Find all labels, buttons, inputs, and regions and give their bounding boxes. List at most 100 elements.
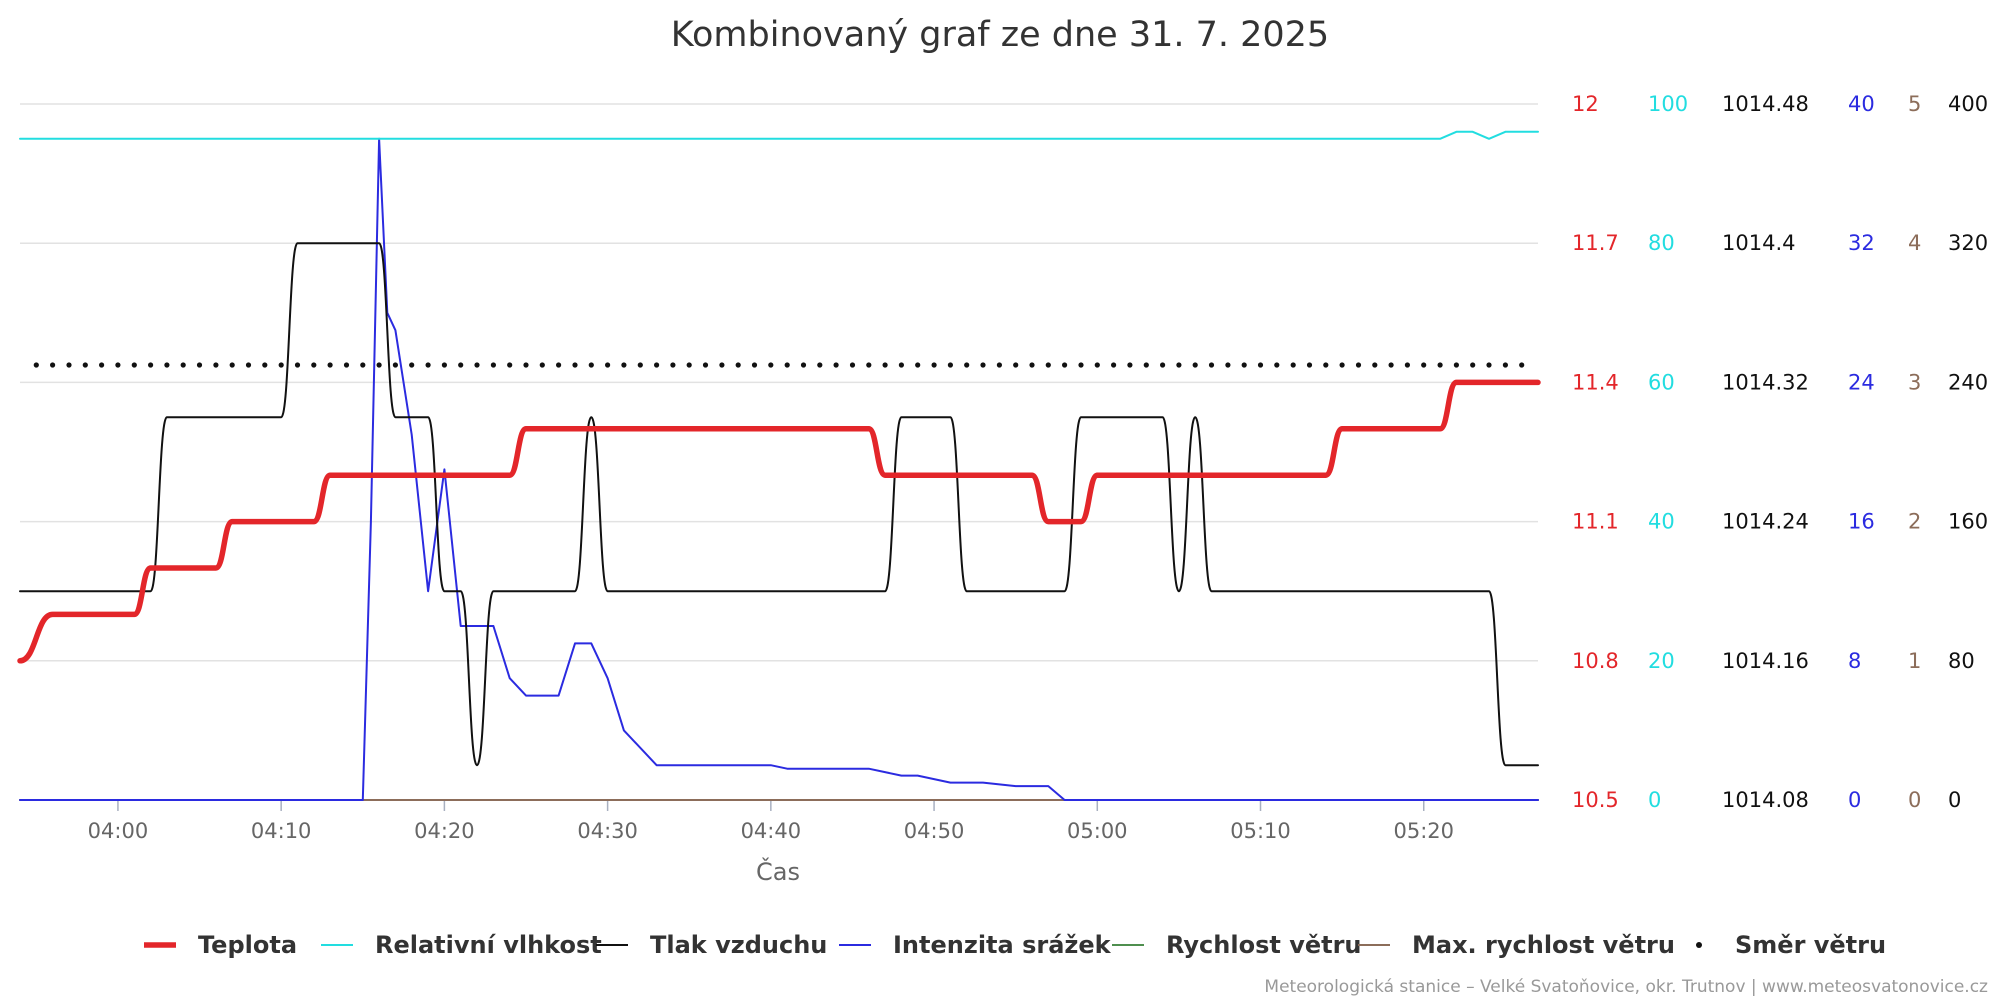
wind-direction-point — [1029, 362, 1035, 368]
wind-direction-point — [1502, 362, 1508, 368]
y-axes: 10.510.811.111.411.7120204060801001014.0… — [1572, 92, 1988, 812]
legend-item[interactable]: Rychlost větru — [1112, 931, 1362, 959]
wind-direction-point — [605, 362, 611, 368]
y-tick-label-pressure: 1014.24 — [1722, 510, 1809, 534]
series-line-relativni-vlhkost — [19, 130, 1539, 140]
wind-direction-point — [784, 362, 790, 368]
credits: Meteorologická stanice – Velké Svatoňovi… — [1264, 977, 1988, 997]
wind-direction-point — [1486, 362, 1492, 368]
wind-direction-point — [1176, 362, 1182, 368]
wind-direction-point — [654, 362, 660, 368]
wind-direction-point — [180, 362, 186, 368]
wind-direction-point — [392, 362, 398, 368]
y-tick-label-humidity: 20 — [1648, 649, 1675, 673]
legend-item[interactable]: Intenzita srážek — [839, 931, 1112, 959]
wind-direction-point — [278, 362, 284, 368]
wind-direction-point — [980, 362, 986, 368]
wind-direction-point — [1062, 362, 1068, 368]
y-tick-label-rain: 24 — [1848, 370, 1875, 394]
wind-direction-point — [523, 362, 529, 368]
y-tick-label-temperature: 11.1 — [1572, 510, 1619, 534]
wind-direction-point — [213, 362, 219, 368]
wind-direction-point — [1290, 362, 1296, 368]
legend-label: Rychlost větru — [1166, 931, 1362, 959]
legend-item[interactable]: Relativní vlhkost — [321, 931, 602, 959]
y-tick-label-wind: 5 — [1908, 92, 1921, 116]
wind-direction-point — [229, 362, 235, 368]
legend-label: Max. rychlost větru — [1412, 931, 1675, 959]
wind-direction-point — [866, 362, 872, 368]
wind-direction-point — [311, 362, 317, 368]
y-tick-label-wind: 2 — [1908, 510, 1921, 534]
y-tick-label-wind: 0 — [1908, 788, 1921, 812]
wind-direction-point — [1094, 362, 1100, 368]
y-tick-label-pressure: 1014.4 — [1722, 231, 1795, 255]
x-tick-label: 04:00 — [88, 819, 149, 843]
wind-direction-point — [556, 362, 562, 368]
wind-direction-point — [588, 362, 594, 368]
legend-label: Intenzita srážek — [893, 931, 1112, 959]
wind-direction-point — [1339, 362, 1345, 368]
wind-direction-point — [1045, 362, 1051, 368]
y-tick-label-direction: 0 — [1948, 788, 1961, 812]
wind-direction-point — [964, 362, 970, 368]
series-wind-direction — [33, 362, 1525, 368]
legend-item[interactable]: Max. rychlost větru — [1358, 931, 1675, 959]
wind-direction-point — [1519, 362, 1525, 368]
y-tick-label-direction: 160 — [1948, 510, 1988, 534]
x-axis-label: Čas — [756, 856, 800, 886]
wind-direction-point — [1372, 362, 1378, 368]
wind-direction-point — [751, 362, 758, 368]
wind-direction-point — [409, 362, 415, 368]
wind-direction-point — [539, 362, 545, 368]
legend-item[interactable]: Směr větru — [1696, 931, 1886, 959]
wind-direction-point — [1274, 362, 1280, 368]
wind-direction-point — [507, 362, 513, 368]
y-tick-label-direction: 320 — [1948, 231, 1988, 255]
wind-direction-point — [1192, 362, 1198, 368]
chart-title: Kombinovaný graf ze dne 31. 7. 2025 — [671, 15, 1329, 55]
y-tick-label-pressure: 1014.16 — [1722, 649, 1809, 673]
y-tick-label-rain: 16 — [1848, 510, 1875, 534]
wind-direction-point — [1453, 362, 1459, 368]
x-tick-label: 05:00 — [1067, 819, 1128, 843]
wind-direction-point — [1013, 362, 1019, 368]
wind-direction-point — [1143, 362, 1149, 368]
wind-direction-point — [245, 362, 252, 368]
wind-direction-point — [115, 362, 121, 368]
wind-direction-point — [1127, 362, 1133, 368]
y-tick-label-humidity: 60 — [1648, 370, 1675, 394]
wind-direction-point — [343, 362, 350, 368]
legend-item[interactable]: Teplota — [144, 931, 297, 959]
legend-label: Tlak vzduchu — [650, 931, 827, 959]
wind-direction-point — [1404, 362, 1410, 368]
wind-direction-point — [947, 362, 954, 368]
y-tick-label-temperature: 11.4 — [1572, 370, 1619, 394]
wind-direction-point — [164, 362, 170, 368]
y-tick-label-wind: 4 — [1908, 231, 1921, 255]
wind-direction-point — [817, 362, 823, 368]
x-tick-label: 04:50 — [904, 819, 965, 843]
y-tick-label-wind: 1 — [1908, 649, 1921, 673]
grid-lines — [20, 103, 1538, 801]
y-tick-label-direction: 80 — [1948, 649, 1975, 673]
wind-direction-point — [262, 362, 268, 368]
wind-direction-point — [1225, 362, 1231, 368]
wind-direction-point — [996, 362, 1003, 368]
y-tick-label-humidity: 0 — [1648, 788, 1661, 812]
series-line-tlak-vzduchu — [19, 242, 1539, 767]
legend: Teplota Relativní vlhkost Tlak vzduchu Inte… — [144, 931, 1886, 959]
x-tick-label: 04:20 — [414, 819, 475, 843]
y-tick-label-humidity: 40 — [1648, 510, 1675, 534]
wind-direction-point — [66, 362, 72, 368]
wind-direction-point — [1355, 362, 1362, 368]
wind-direction-point — [294, 362, 301, 368]
wind-direction-point — [882, 362, 888, 368]
legend-item[interactable]: Tlak vzduchu — [596, 931, 827, 959]
wind-direction-point — [474, 362, 480, 368]
wind-direction-point — [800, 362, 807, 368]
wind-direction-point — [1421, 362, 1427, 368]
wind-direction-point — [1257, 362, 1264, 368]
wind-direction-point — [670, 362, 676, 368]
y-tick-label-temperature: 10.8 — [1572, 649, 1619, 673]
